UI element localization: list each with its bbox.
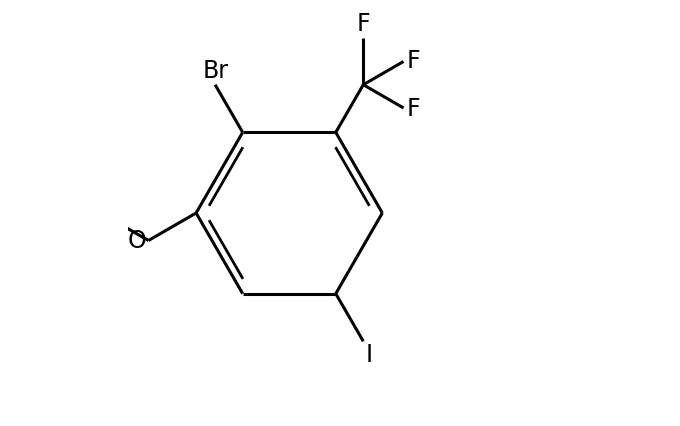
Text: Br: Br — [202, 59, 228, 83]
Text: F: F — [407, 49, 421, 72]
Text: F: F — [407, 97, 421, 121]
Text: F: F — [356, 12, 370, 37]
Text: I: I — [365, 343, 373, 366]
Text: O: O — [128, 228, 146, 253]
